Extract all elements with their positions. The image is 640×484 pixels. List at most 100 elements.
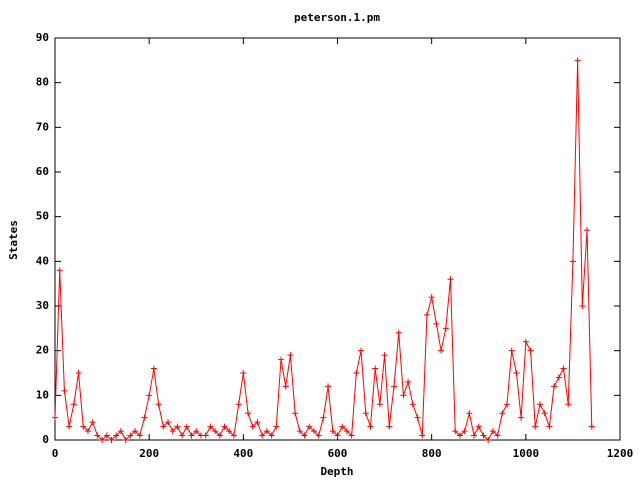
point-marker <box>499 410 506 417</box>
point-marker <box>146 392 153 399</box>
point-marker <box>428 294 435 301</box>
point-marker <box>117 428 124 435</box>
y-tick-label: 60 <box>36 165 49 178</box>
point-marker <box>136 432 143 439</box>
point-marker <box>414 414 421 421</box>
point-marker <box>536 401 543 408</box>
point-marker <box>348 432 355 439</box>
point-marker <box>179 432 186 439</box>
point-marker <box>565 401 572 408</box>
point-marker <box>466 410 473 417</box>
point-marker <box>235 401 242 408</box>
point-marker <box>522 338 529 345</box>
point-marker <box>339 423 346 430</box>
point-marker <box>188 432 195 439</box>
point-marker <box>376 401 383 408</box>
point-marker <box>433 320 440 327</box>
point-marker <box>132 428 139 435</box>
point-marker <box>296 428 303 435</box>
point-marker <box>230 432 237 439</box>
point-marker <box>221 423 228 430</box>
point-marker <box>249 423 256 430</box>
point-marker <box>282 383 289 390</box>
point-marker <box>287 352 294 359</box>
point-marker <box>555 374 562 381</box>
point-marker <box>405 378 412 385</box>
point-marker <box>471 432 478 439</box>
point-marker <box>160 423 167 430</box>
point-marker <box>391 383 397 390</box>
point-marker <box>259 432 266 439</box>
point-marker <box>423 311 430 318</box>
y-tick-label: 40 <box>36 254 49 267</box>
point-marker <box>273 423 280 430</box>
point-marker <box>240 370 247 376</box>
chart-title: peterson.1.pm <box>294 11 380 24</box>
plot-frame <box>54 37 621 441</box>
point-marker <box>541 410 548 417</box>
point-marker <box>532 423 539 430</box>
point-marker <box>508 347 515 354</box>
point-marker <box>442 325 449 332</box>
point-marker <box>245 410 252 417</box>
point-marker <box>183 423 190 430</box>
point-marker <box>108 437 115 443</box>
point-marker <box>551 383 558 390</box>
point-marker <box>353 370 360 376</box>
point-marker <box>56 267 63 274</box>
point-marker <box>504 401 510 408</box>
point-marker <box>485 437 492 443</box>
point-marker <box>329 428 336 435</box>
point-marker <box>546 423 553 430</box>
point-marker <box>310 428 317 435</box>
y-tick-label: 10 <box>36 388 49 401</box>
point-marker <box>560 365 567 372</box>
point-marker <box>169 428 176 435</box>
point-marker <box>226 428 233 435</box>
point-marker <box>165 419 171 426</box>
point-marker <box>301 432 308 439</box>
point-marker <box>70 401 77 408</box>
point-marker <box>386 423 393 430</box>
point-marker <box>113 432 120 439</box>
point-marker <box>343 428 350 435</box>
series-line <box>54 60 593 441</box>
x-tick-label: 800 <box>422 447 442 460</box>
point-marker <box>52 414 58 421</box>
point-marker <box>202 432 209 439</box>
point-marker <box>395 329 402 336</box>
point-marker <box>89 419 96 426</box>
point-marker <box>315 432 322 439</box>
point-marker <box>494 432 501 439</box>
x-axis-label: Depth <box>320 465 353 478</box>
point-marker <box>94 432 101 439</box>
point-marker <box>372 365 379 372</box>
point-marker <box>155 401 162 408</box>
point-marker <box>306 423 313 430</box>
point-marker <box>61 387 68 394</box>
point-marker <box>461 428 468 435</box>
point-marker <box>66 423 73 430</box>
point-marker <box>207 423 214 430</box>
point-marker <box>381 352 388 359</box>
point-marker <box>268 432 275 439</box>
point-marker <box>320 414 327 421</box>
point-marker <box>513 370 520 376</box>
point-marker <box>174 423 181 430</box>
point-marker <box>216 432 223 439</box>
point-marker <box>579 303 586 309</box>
point-marker <box>99 437 106 443</box>
point-marker <box>367 423 374 430</box>
point-marker <box>527 347 534 354</box>
y-tick-label: 50 <box>36 210 49 223</box>
point-marker <box>292 410 299 417</box>
y-tick-label: 0 <box>42 433 49 446</box>
point-marker <box>362 410 369 417</box>
point-marker <box>475 423 482 430</box>
x-tick-label: 0 <box>52 447 59 460</box>
point-marker <box>141 414 148 421</box>
point-marker <box>447 276 454 283</box>
point-marker <box>588 423 595 430</box>
point-marker <box>584 227 591 234</box>
